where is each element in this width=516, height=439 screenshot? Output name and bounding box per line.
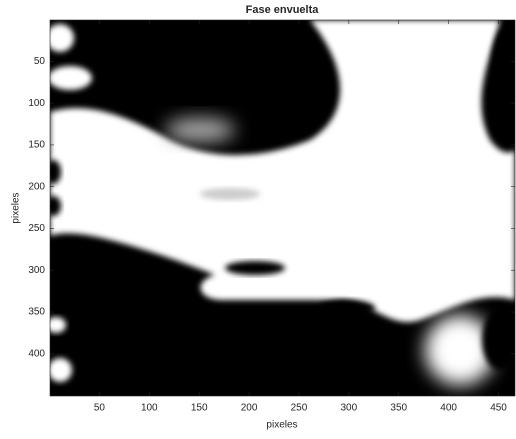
chart-title: Fase envuelta	[246, 4, 320, 16]
page: {"chart_data": {"type": "image", "title"…	[0, 0, 516, 439]
x-tick-label: 250	[291, 403, 308, 414]
y-tick-label: 250	[28, 223, 45, 234]
phase-image	[45, 20, 516, 396]
y-tick-label: 350	[28, 307, 45, 318]
x-tick-label: 200	[241, 403, 258, 414]
x-axis-label: pixeles	[266, 420, 297, 431]
y-tick-label: 50	[34, 56, 46, 67]
x-tick-label: 150	[191, 403, 208, 414]
y-tick-label: 150	[28, 140, 45, 151]
y-axis-label: pixeles	[11, 192, 22, 223]
x-tick-label: 450	[490, 403, 507, 414]
chart: Fase envuelta pixeles pixeles 50 100 150 20…	[0, 0, 516, 434]
x-tick-label: 300	[341, 403, 358, 414]
y-tick-label: 400	[28, 348, 45, 359]
y-tick-label: 200	[28, 181, 45, 192]
x-tick-label: 400	[440, 403, 457, 414]
x-tick-label: 100	[141, 403, 158, 414]
y-tick-label: 300	[28, 265, 45, 276]
x-tick-label: 50	[94, 403, 106, 414]
y-tick-label: 100	[28, 98, 45, 109]
x-tick-label: 350	[390, 403, 407, 414]
